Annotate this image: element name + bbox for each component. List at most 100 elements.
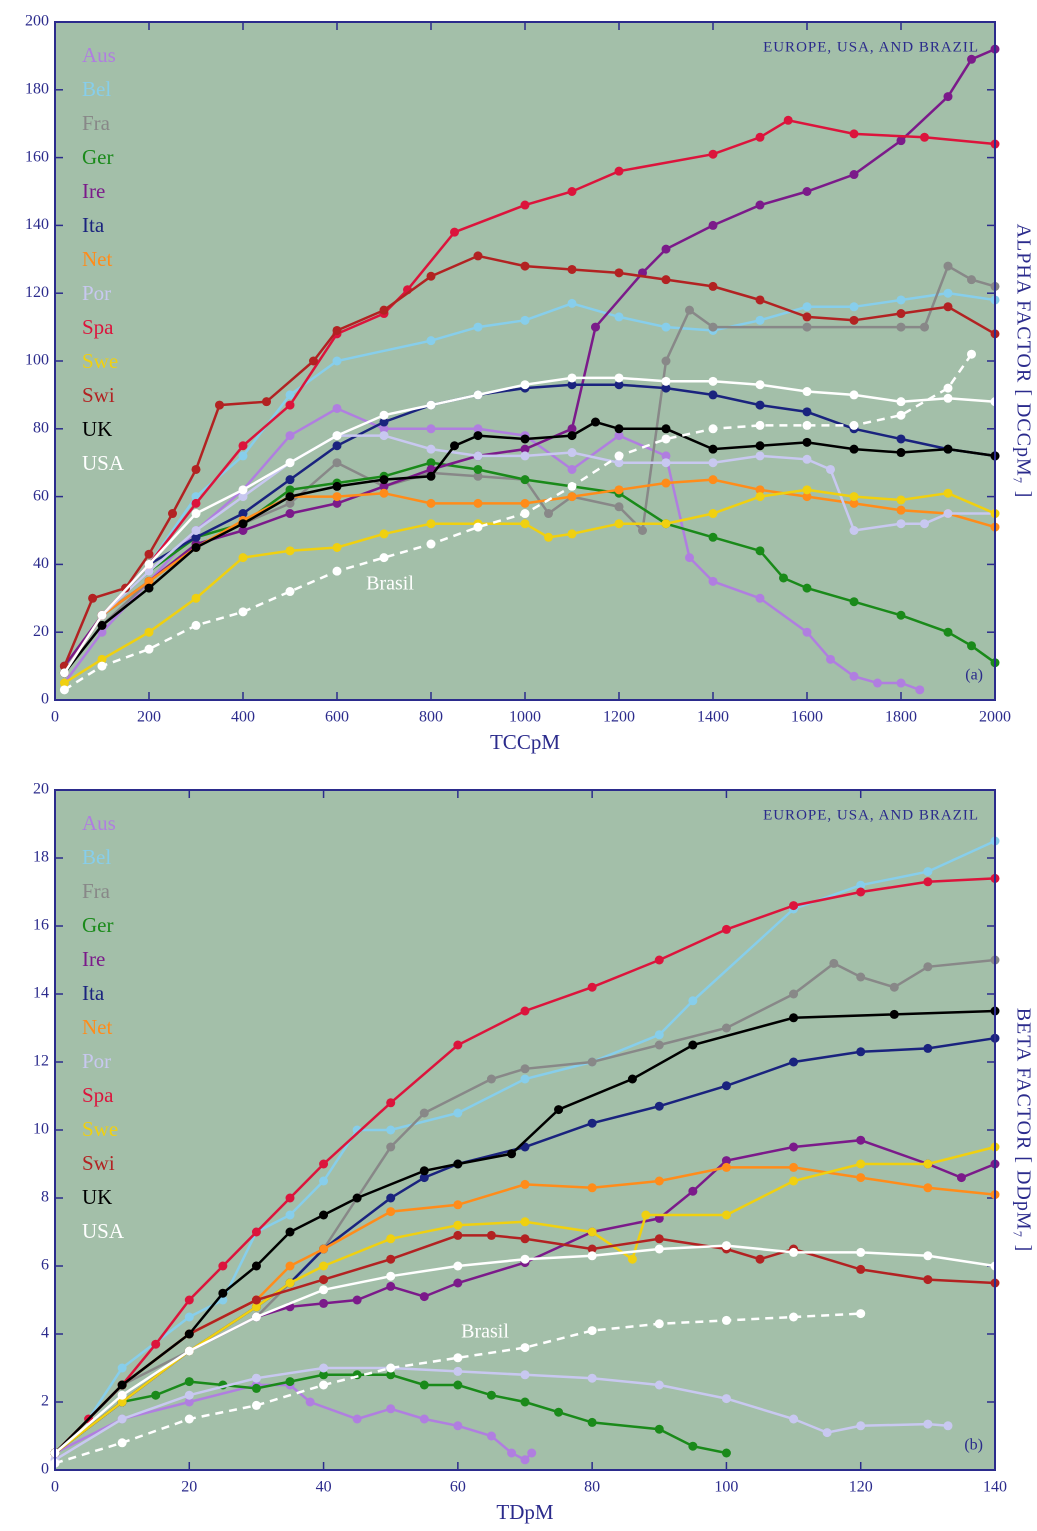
- data-point: [332, 441, 342, 451]
- x-tick-label: 1400: [697, 709, 729, 726]
- data-point: [967, 349, 976, 359]
- data-point: [826, 654, 835, 664]
- y-tick-label: 60: [33, 487, 49, 504]
- data-point: [544, 509, 553, 519]
- data-point: [332, 492, 342, 502]
- x-axis-label: TCCpM: [490, 730, 560, 754]
- data-point: [661, 434, 671, 444]
- y-tick-label: 160: [25, 148, 49, 165]
- data-point: [486, 1390, 496, 1400]
- data-point: [708, 149, 718, 159]
- data-point: [661, 478, 671, 488]
- data-point: [896, 448, 906, 458]
- data-point: [319, 1176, 329, 1186]
- data-point: [789, 989, 799, 999]
- data-point: [685, 553, 694, 563]
- data-point: [117, 1380, 127, 1390]
- data-point: [789, 1057, 799, 1067]
- data-point: [151, 1390, 161, 1400]
- legend-entry: Spa: [82, 315, 114, 339]
- data-point: [789, 1162, 799, 1172]
- data-point: [419, 1292, 429, 1302]
- legend-entry: UK: [82, 417, 112, 441]
- data-point: [943, 383, 953, 393]
- data-point: [285, 509, 295, 519]
- data-point: [923, 962, 933, 972]
- data-point: [419, 1380, 429, 1390]
- data-point: [755, 295, 765, 305]
- series-line: [54, 1366, 949, 1461]
- data-point: [520, 1217, 530, 1227]
- data-point: [802, 492, 812, 502]
- data-point: [191, 593, 201, 603]
- data-point: [285, 475, 295, 485]
- data-point: [453, 1220, 463, 1230]
- data-point: [587, 982, 597, 992]
- x-tick-label: 800: [419, 709, 443, 726]
- x-tick-label: 1800: [885, 709, 917, 726]
- y-tick-label: 4: [41, 1325, 49, 1342]
- y-tick-label: 6: [41, 1257, 49, 1274]
- data-point: [614, 312, 624, 322]
- data-point: [419, 1166, 429, 1176]
- data-point: [587, 1373, 597, 1383]
- data-point: [943, 444, 953, 454]
- data-point: [708, 475, 718, 485]
- y-tick-label: 100: [25, 352, 49, 369]
- data-point: [755, 400, 765, 410]
- data-point: [426, 336, 436, 346]
- data-point: [688, 1441, 698, 1451]
- x-tick-label: 140: [983, 1479, 1007, 1496]
- data-point: [567, 448, 577, 458]
- data-point: [654, 1234, 664, 1244]
- data-point: [587, 1244, 597, 1254]
- data-point: [262, 397, 271, 407]
- y-axis-label: BETA FACTOR [ DDpM₇ ]: [1012, 1008, 1034, 1253]
- data-point: [520, 261, 530, 271]
- legend-entry: Por: [82, 1049, 111, 1073]
- data-point: [721, 1162, 731, 1172]
- legend-entry: Fra: [82, 879, 111, 903]
- data-point: [783, 115, 793, 125]
- y-tick-label: 0: [41, 691, 49, 708]
- data-point: [184, 1414, 194, 1424]
- data-point: [943, 92, 953, 102]
- legend-entry: Fra: [82, 111, 111, 135]
- data-point: [379, 488, 389, 498]
- data-point: [856, 1159, 866, 1169]
- data-point: [923, 867, 933, 877]
- data-point: [285, 1278, 295, 1288]
- data-point: [453, 1353, 463, 1363]
- legend-entry: Net: [82, 1015, 112, 1039]
- data-point: [654, 1040, 664, 1050]
- data-point: [238, 519, 248, 529]
- data-point: [661, 322, 671, 332]
- data-point: [856, 1309, 866, 1319]
- data-point: [473, 424, 483, 434]
- data-point: [755, 420, 765, 430]
- data-point: [943, 302, 953, 312]
- plot-frame: [54, 21, 996, 701]
- data-point: [184, 1312, 194, 1322]
- data-point: [802, 583, 812, 593]
- data-point: [654, 1380, 664, 1390]
- panel-label: (b): [964, 1437, 983, 1454]
- x-tick-label: 1000: [509, 709, 541, 726]
- x-axis-label: TDpM: [496, 1500, 553, 1524]
- data-point: [453, 1040, 463, 1050]
- data-point: [685, 305, 694, 315]
- data-point: [567, 264, 577, 274]
- data-point: [849, 526, 859, 535]
- data-point: [473, 451, 483, 461]
- data-point: [896, 505, 906, 515]
- data-point: [923, 1251, 933, 1261]
- data-point: [896, 397, 906, 407]
- data-point: [305, 1397, 315, 1407]
- data-point: [708, 458, 718, 468]
- data-point: [453, 1261, 463, 1271]
- data-point: [117, 1397, 127, 1407]
- data-point: [520, 1179, 530, 1189]
- data-point: [426, 539, 436, 549]
- data-point: [453, 1278, 463, 1288]
- y-tick-label: 200: [25, 13, 49, 30]
